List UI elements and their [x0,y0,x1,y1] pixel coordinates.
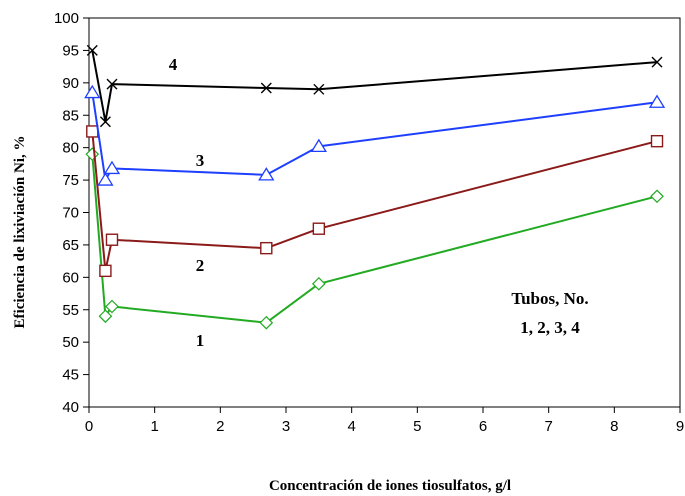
series-label-3: 3 [196,151,205,170]
x-axis-label: Concentración de iones tiosulfatos, g/l [269,478,511,494]
series-label-2: 2 [196,256,205,275]
data-point-2 [312,222,326,235]
data-point-1 [259,315,274,330]
y-tick-label: 100 [54,10,79,27]
x-tick-label: 2 [216,418,224,435]
series-3 [84,84,666,186]
data-point-4 [260,82,272,94]
series-line-2 [91,131,658,272]
data-point-3 [84,84,101,99]
data-point-2 [650,134,664,148]
series-4 [86,44,663,128]
y-tick-label: 90 [62,75,79,92]
y-tick-label: 50 [62,334,79,351]
y-tick-label: 85 [62,107,79,124]
x-tick-label: 3 [282,418,290,435]
data-point-4 [651,56,663,68]
series-label-4: 4 [169,55,178,74]
data-point-2 [99,264,112,278]
data-point-2 [260,241,273,255]
series-2 [86,125,664,278]
y-tick-label: 95 [62,42,79,59]
x-tick-label: 8 [610,418,618,435]
x-tick-label: 9 [676,418,684,435]
data-point-3 [97,172,114,186]
data-point-3 [258,167,275,181]
data-point-2 [105,233,119,246]
data-point-3 [103,160,121,175]
y-tick-label: 75 [62,172,79,189]
data-point-4 [106,78,118,90]
data-point-3 [310,138,327,153]
data-point-4 [313,83,325,95]
series-1 [85,147,664,330]
data-point-1 [650,189,664,204]
y-tick-label: 70 [62,205,79,222]
x-tick-label: 1 [150,418,158,435]
y-tick-label: 40 [62,399,79,416]
x-tick-label: 6 [479,418,487,435]
x-tick-label: 7 [544,418,552,435]
data-point-1 [105,299,119,314]
y-tick-label: 65 [62,237,79,254]
data-point-2 [86,125,99,138]
series-line-1 [91,154,658,324]
y-tick-label: 80 [62,140,79,157]
data-point-1 [85,147,100,161]
data-point-1 [311,276,326,291]
y-tick-label: 60 [62,269,79,286]
data-point-4 [86,44,98,56]
series-label-1: 1 [196,331,205,350]
legend-text-line-2: 1, 2, 3, 4 [520,318,580,337]
y-tick-label: 55 [62,302,79,319]
y-tick-label: 45 [62,367,79,384]
series-line-3 [91,92,658,182]
series-layer [84,44,666,330]
y-axis-label: Eficiencia de lixiviación Ni, % [12,136,28,329]
data-point-1 [98,309,113,324]
x-tick-label: 4 [347,418,355,435]
series-line-4 [91,50,658,123]
data-point-3 [648,94,666,108]
x-tick-label: 0 [85,418,93,435]
x-tick-label: 5 [413,418,421,435]
data-point-4 [99,116,111,128]
legend-text-line-1: Tubos, No. [511,289,588,308]
